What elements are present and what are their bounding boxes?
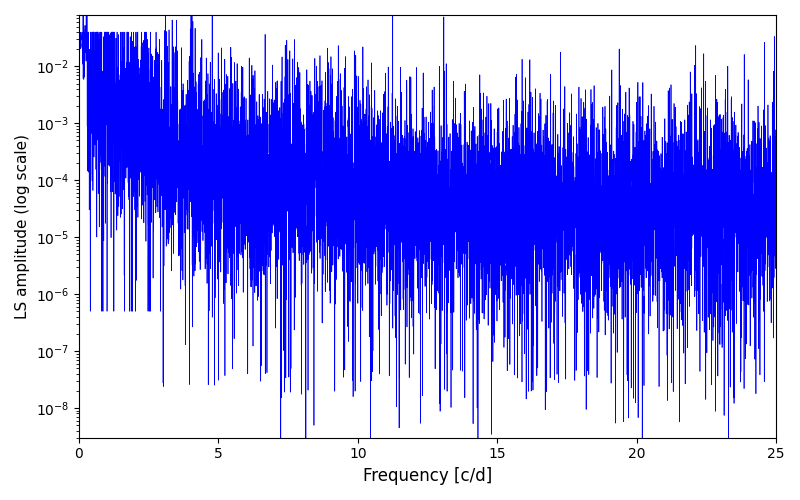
Y-axis label: LS amplitude (log scale): LS amplitude (log scale) [15,134,30,319]
X-axis label: Frequency [c/d]: Frequency [c/d] [363,467,492,485]
